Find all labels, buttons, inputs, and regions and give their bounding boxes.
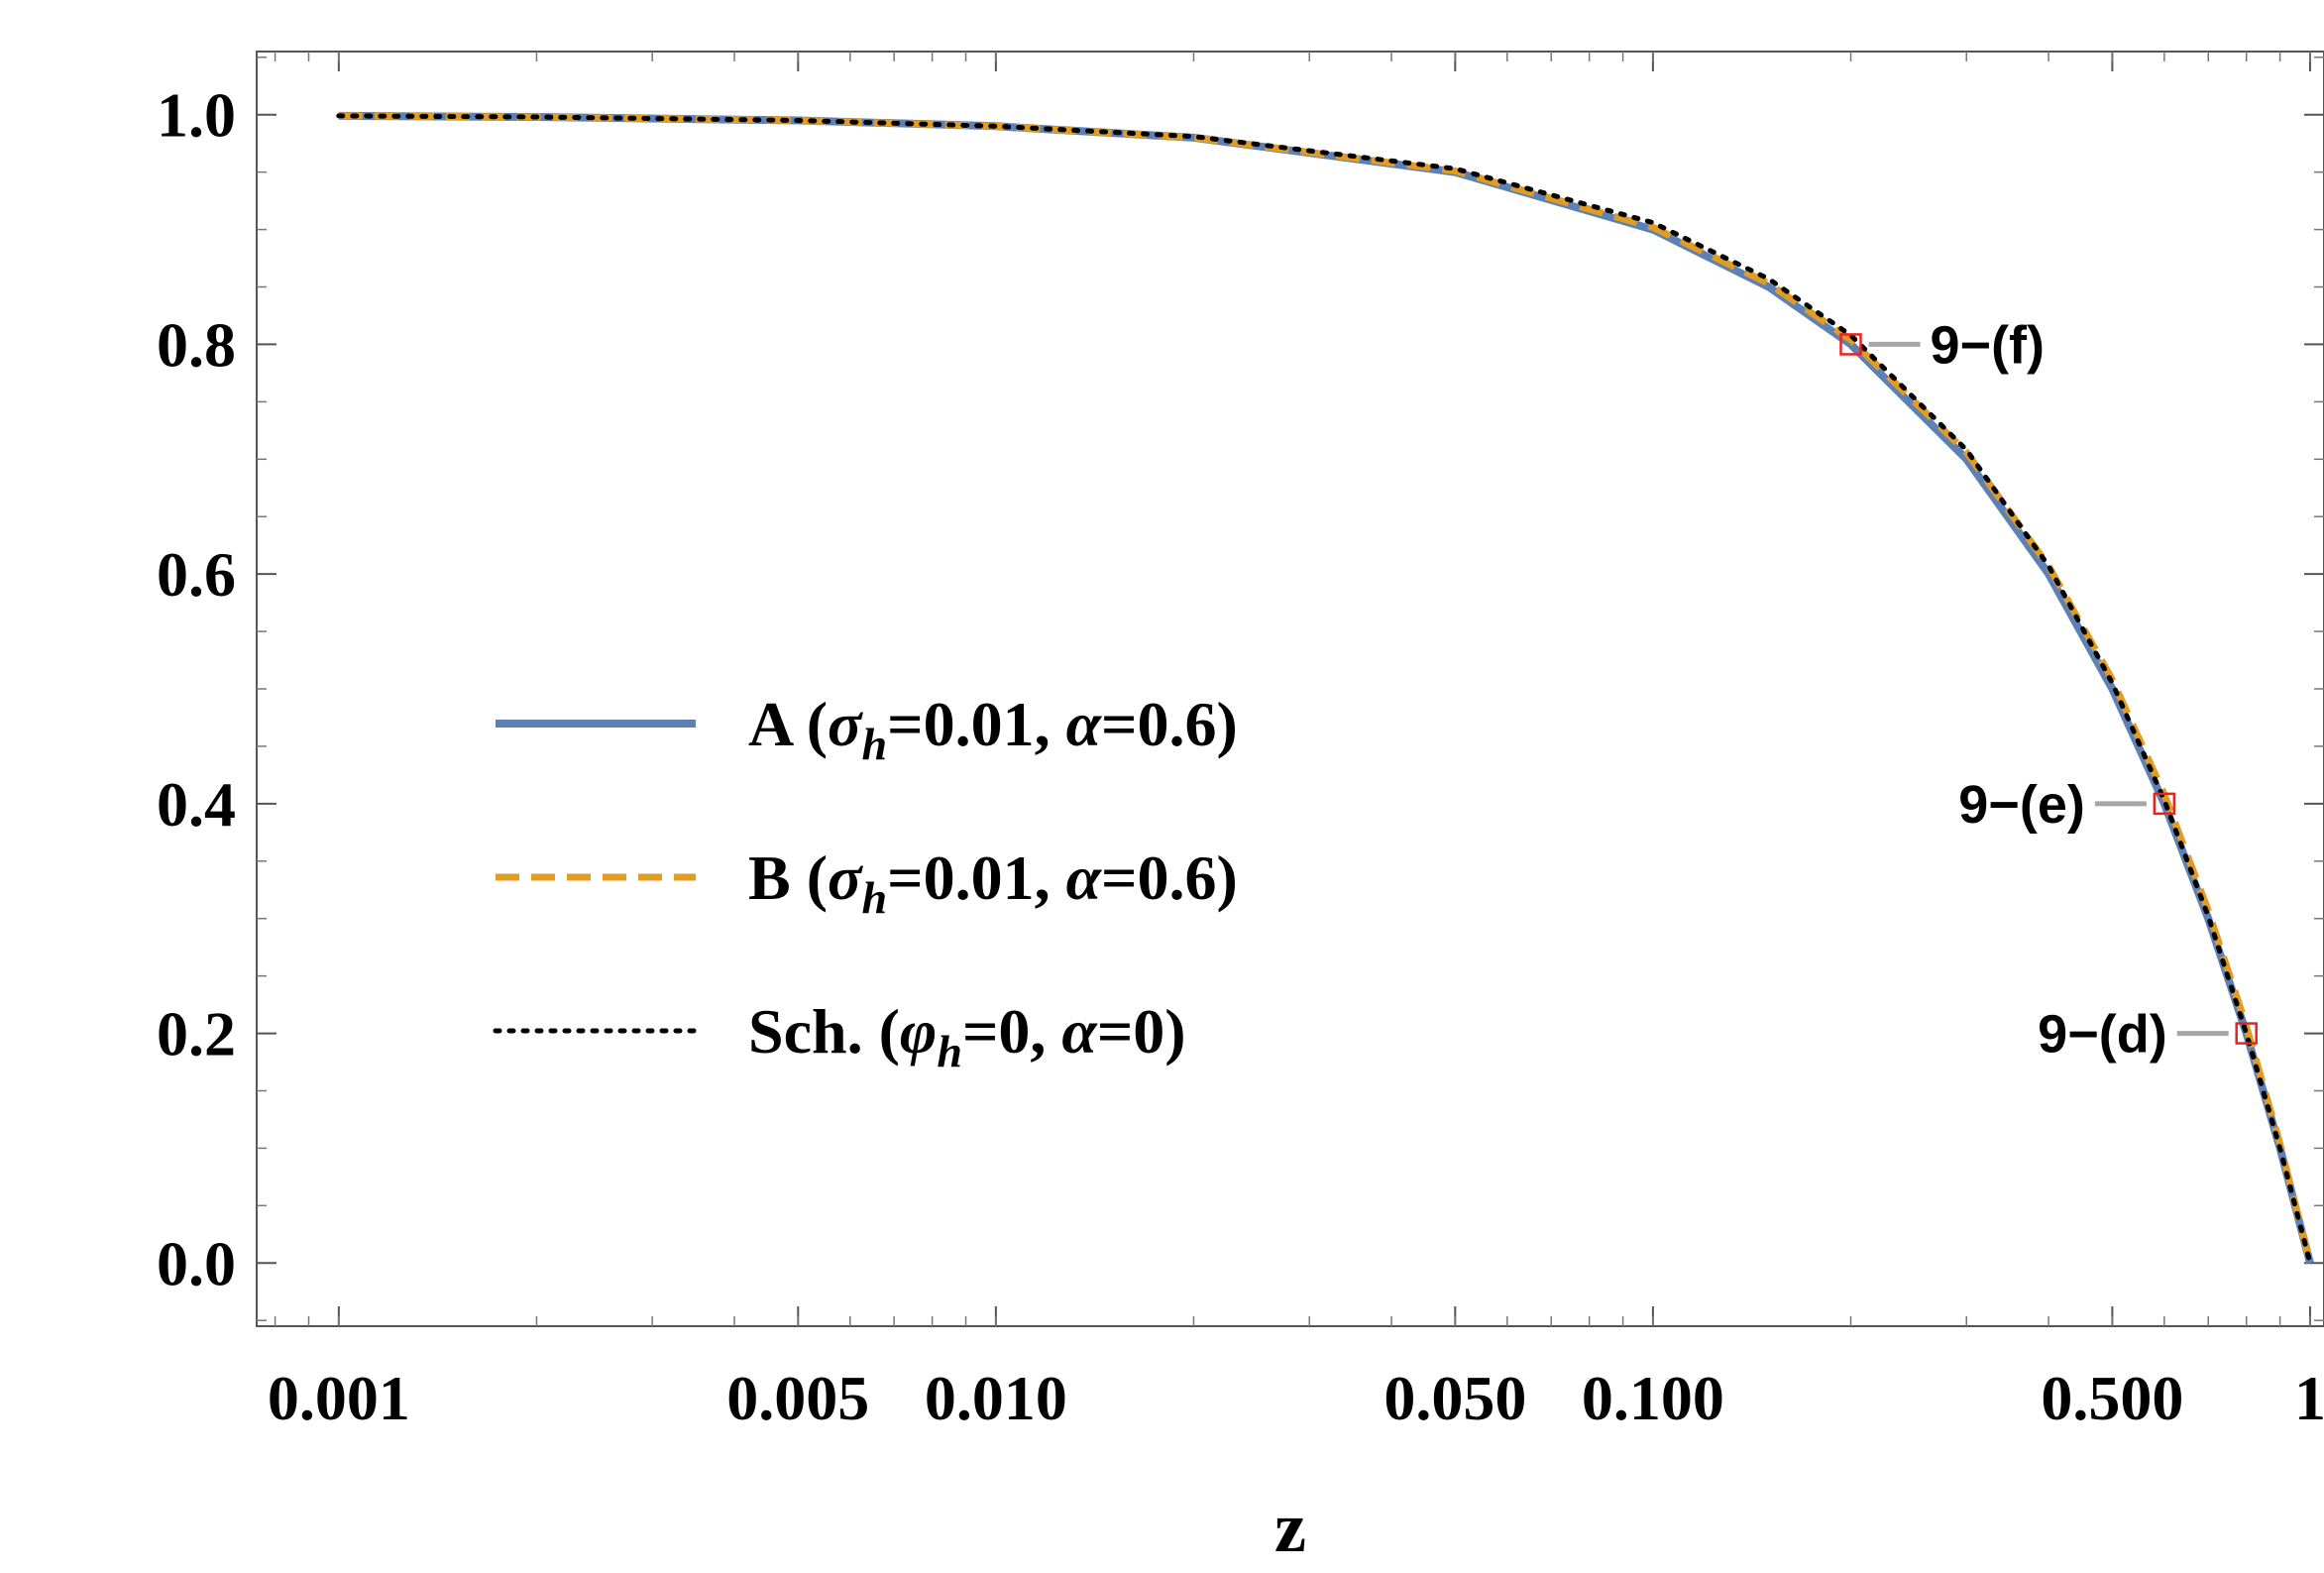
series-b-line (338, 112, 2314, 1265)
x-axis-ticks: 0.001 0.005 0.010 0.050 0.100 0.500 1 (268, 52, 2324, 1433)
legend-sym1: σ (828, 843, 863, 913)
legend-main: A ( (748, 689, 828, 759)
legend-entry-sch: Sch. (φh=0, α=0) (748, 996, 1186, 1076)
legend-main: B ( (748, 843, 828, 913)
legend-rest: =0, (962, 996, 1061, 1067)
legend-end: =0.6) (1101, 843, 1238, 913)
y-tick-label: 0.4 (157, 769, 236, 840)
legend-sub: h (862, 872, 888, 923)
legend-end: =0.6) (1101, 689, 1238, 759)
annotation-marker (2153, 792, 2176, 816)
legend-entry-b: B (σh=0.01, α=0.6) (748, 843, 1238, 923)
series-a-line (338, 111, 2314, 1265)
annotation-label: 9−(d) (2038, 1005, 2167, 1065)
legend-sym1: σ (828, 689, 863, 759)
y-tick-label: 0.8 (157, 309, 236, 380)
legend-sub: h (937, 1026, 962, 1076)
x-tick-label: 0.100 (1582, 1363, 1724, 1433)
series-layer (336, 111, 2314, 1266)
legend-sym2: α (1066, 689, 1103, 759)
legend-sym2: α (1066, 843, 1103, 913)
x-tick-label: 0.005 (726, 1363, 869, 1433)
series-sch-line (336, 113, 2313, 1266)
x-tick-label: 0.010 (925, 1363, 1067, 1433)
annotation-marker (1839, 333, 1862, 356)
annotation-label: 9−(e) (1958, 775, 2085, 835)
y-tick-label: 1.0 (157, 80, 236, 151)
legend-sym2: α (1061, 996, 1098, 1067)
plot-frame (256, 51, 2324, 1327)
legend-rest: =0.01, (887, 689, 1065, 759)
x-tick-label: 0.050 (1383, 1363, 1526, 1433)
legend-entry-a: A (σh=0.01, α=0.6) (748, 689, 1238, 769)
legend-end: =0) (1097, 996, 1186, 1067)
x-tick-label: 0.500 (2041, 1363, 2183, 1433)
y-tick-label: 0.2 (157, 999, 236, 1069)
legend-main: Sch. ( (748, 996, 900, 1067)
legend: A (σh=0.01, α=0.6)B (σh=0.01, α=0.6)Sch.… (493, 689, 1238, 1076)
legend-rest: =0.01, (887, 843, 1065, 913)
y-tick-label: 0.0 (157, 1228, 236, 1298)
annotation-layer: 9−(f) 9−(e) 9−(d) (1839, 315, 2258, 1065)
x-tick-label: 0.001 (268, 1363, 410, 1433)
y-axis-ticks: 0.0 0.2 0.4 0.6 0.8 1.0 (157, 56, 2324, 1321)
legend-sub: h (862, 719, 888, 769)
annotation-label: 9−(f) (1931, 315, 2046, 375)
x-axis-label: z (1274, 1488, 1306, 1567)
legend-sym1: φ (900, 996, 937, 1067)
annotation-marker (2235, 1022, 2258, 1045)
x-tick-label: 1 (2294, 1363, 2324, 1433)
y-tick-label: 0.6 (157, 539, 236, 610)
